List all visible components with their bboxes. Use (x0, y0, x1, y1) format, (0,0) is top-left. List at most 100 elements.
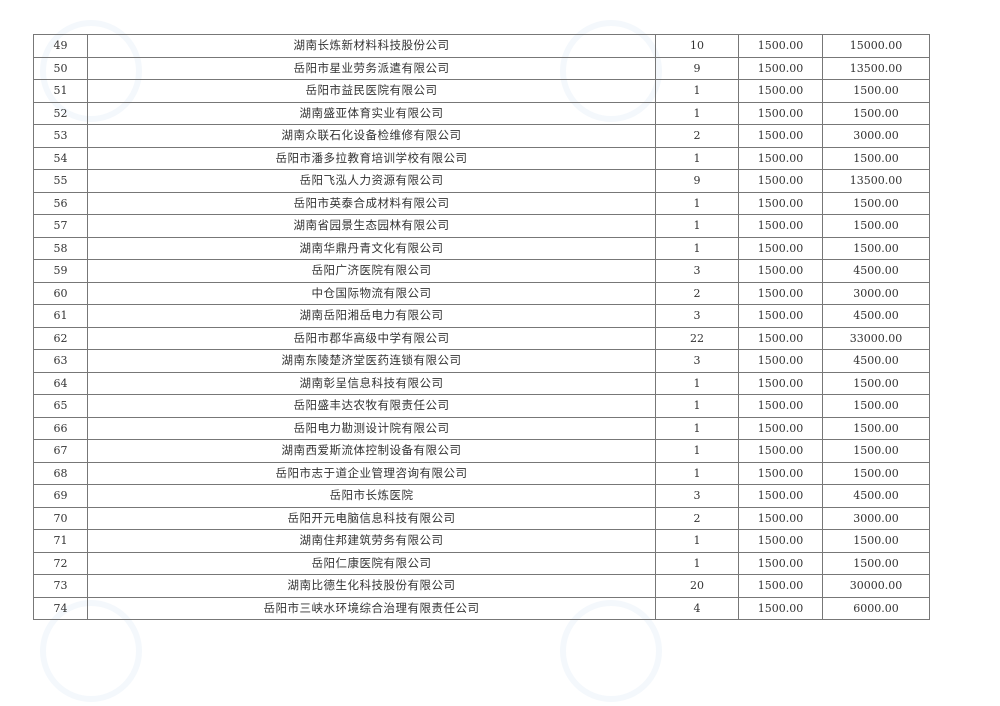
headcount-cell: 2 (655, 506, 739, 530)
headcount-cell: 1 (655, 461, 739, 485)
subsidy-total-cell: 1500.00 (822, 371, 930, 395)
company-name-cell: 湖南东陵楚济堂医药连锁有限公司 (87, 349, 656, 373)
row-number-cell: 66 (33, 416, 88, 440)
company-name-cell: 岳阳电力勘测设计院有限公司 (87, 416, 656, 440)
subsidy-total-cell: 1500.00 (822, 529, 930, 553)
table-row: 50 岳阳市星业劳务派遣有限公司 9 1500.00 13500.00 (33, 56, 930, 80)
subsidy-total-cell: 1500.00 (822, 191, 930, 215)
subsidy-total-cell: 3000.00 (822, 281, 930, 305)
headcount-cell: 1 (655, 551, 739, 575)
company-name-cell: 湖南华鼎丹青文化有限公司 (87, 236, 656, 260)
row-number-cell: 49 (33, 34, 88, 58)
subsidy-rate-cell: 1500.00 (738, 326, 823, 350)
subsidy-total-cell: 1500.00 (822, 394, 930, 418)
company-name-cell: 湖南比德生化科技股份有限公司 (87, 574, 656, 598)
subsidy-table: 49 湖南长炼新材料科技股份公司 10 1500.00 15000.00 50 岳阳市星业劳… (33, 34, 930, 620)
table-row: 51 岳阳市益民医院有限公司 1 1500.00 1500.00 (33, 79, 930, 103)
company-name-cell: 湖南长炼新材料科技股份公司 (87, 34, 656, 58)
company-name-cell: 岳阳开元电脑信息科技有限公司 (87, 506, 656, 530)
headcount-cell: 9 (655, 169, 739, 193)
row-number-cell: 69 (33, 484, 88, 508)
headcount-cell: 3 (655, 259, 739, 283)
company-name-cell: 湖南省园景生态园林有限公司 (87, 214, 656, 238)
subsidy-total-cell: 4500.00 (822, 349, 930, 373)
company-name-cell: 湖南盛亚体育实业有限公司 (87, 101, 656, 125)
subsidy-total-cell: 13500.00 (822, 169, 930, 193)
table-row: 60 中仓国际物流有限公司 2 1500.00 3000.00 (33, 281, 930, 305)
table-row: 64 湖南彰呈信息科技有限公司 1 1500.00 1500.00 (33, 371, 930, 395)
headcount-cell: 2 (655, 124, 739, 148)
table-row: 73 湖南比德生化科技股份有限公司 20 1500.00 30000.00 (33, 574, 930, 598)
company-name-cell: 湖南西爱斯流体控制设备有限公司 (87, 439, 656, 463)
headcount-cell: 9 (655, 56, 739, 80)
subsidy-rate-cell: 1500.00 (738, 461, 823, 485)
row-number-cell: 63 (33, 349, 88, 373)
table-row: 66 岳阳电力勘测设计院有限公司 1 1500.00 1500.00 (33, 416, 930, 440)
subsidy-rate-cell: 1500.00 (738, 371, 823, 395)
table-row: 56 岳阳市英泰合成材料有限公司 1 1500.00 1500.00 (33, 191, 930, 215)
table-row: 74 岳阳市三峡水环境综合治理有限责任公司 4 1500.00 6000.00 (33, 596, 930, 620)
table-body: 49 湖南长炼新材料科技股份公司 10 1500.00 15000.00 50 岳阳市星业劳… (33, 34, 930, 620)
subsidy-total-cell: 33000.00 (822, 326, 930, 350)
table-row: 57 湖南省园景生态园林有限公司 1 1500.00 1500.00 (33, 214, 930, 238)
table-row: 52 湖南盛亚体育实业有限公司 1 1500.00 1500.00 (33, 101, 930, 125)
subsidy-rate-cell: 1500.00 (738, 439, 823, 463)
subsidy-total-cell: 1500.00 (822, 236, 930, 260)
table-row: 69 岳阳市长炼医院 3 1500.00 4500.00 (33, 484, 930, 508)
table-row: 49 湖南长炼新材料科技股份公司 10 1500.00 15000.00 (33, 34, 930, 58)
headcount-cell: 1 (655, 236, 739, 260)
subsidy-rate-cell: 1500.00 (738, 169, 823, 193)
headcount-cell: 1 (655, 371, 739, 395)
subsidy-rate-cell: 1500.00 (738, 281, 823, 305)
company-name-cell: 岳阳市益民医院有限公司 (87, 79, 656, 103)
subsidy-total-cell: 1500.00 (822, 551, 930, 575)
subsidy-rate-cell: 1500.00 (738, 574, 823, 598)
company-name-cell: 岳阳市潘多拉教育培训学校有限公司 (87, 146, 656, 170)
subsidy-rate-cell: 1500.00 (738, 124, 823, 148)
headcount-cell: 2 (655, 281, 739, 305)
subsidy-rate-cell: 1500.00 (738, 596, 823, 620)
subsidy-rate-cell: 1500.00 (738, 259, 823, 283)
table-row: 58 湖南华鼎丹青文化有限公司 1 1500.00 1500.00 (33, 236, 930, 260)
row-number-cell: 70 (33, 506, 88, 530)
row-number-cell: 61 (33, 304, 88, 328)
subsidy-total-cell: 1500.00 (822, 416, 930, 440)
table-row: 68 岳阳市志于道企业管理咨询有限公司 1 1500.00 1500.00 (33, 461, 930, 485)
row-number-cell: 55 (33, 169, 88, 193)
headcount-cell: 3 (655, 304, 739, 328)
table-row: 70 岳阳开元电脑信息科技有限公司 2 1500.00 3000.00 (33, 506, 930, 530)
subsidy-rate-cell: 1500.00 (738, 551, 823, 575)
subsidy-total-cell: 1500.00 (822, 214, 930, 238)
subsidy-rate-cell: 1500.00 (738, 529, 823, 553)
company-name-cell: 岳阳飞泓人力资源有限公司 (87, 169, 656, 193)
company-name-cell: 湖南住邦建筑劳务有限公司 (87, 529, 656, 553)
row-number-cell: 64 (33, 371, 88, 395)
subsidy-total-cell: 30000.00 (822, 574, 930, 598)
subsidy-total-cell: 4500.00 (822, 484, 930, 508)
subsidy-total-cell: 4500.00 (822, 259, 930, 283)
table-row: 54 岳阳市潘多拉教育培训学校有限公司 1 1500.00 1500.00 (33, 146, 930, 170)
headcount-cell: 1 (655, 146, 739, 170)
company-name-cell: 岳阳市英泰合成材料有限公司 (87, 191, 656, 215)
subsidy-total-cell: 1500.00 (822, 439, 930, 463)
row-number-cell: 54 (33, 146, 88, 170)
subsidy-total-cell: 1500.00 (822, 146, 930, 170)
headcount-cell: 22 (655, 326, 739, 350)
table-row: 59 岳阳广济医院有限公司 3 1500.00 4500.00 (33, 259, 930, 283)
company-name-cell: 湖南彰呈信息科技有限公司 (87, 371, 656, 395)
table-row: 72 岳阳仁康医院有限公司 1 1500.00 1500.00 (33, 551, 930, 575)
company-name-cell: 岳阳广济医院有限公司 (87, 259, 656, 283)
subsidy-rate-cell: 1500.00 (738, 349, 823, 373)
subsidy-rate-cell: 1500.00 (738, 79, 823, 103)
row-number-cell: 73 (33, 574, 88, 598)
subsidy-rate-cell: 1500.00 (738, 101, 823, 125)
row-number-cell: 59 (33, 259, 88, 283)
row-number-cell: 62 (33, 326, 88, 350)
table-row: 67 湖南西爱斯流体控制设备有限公司 1 1500.00 1500.00 (33, 439, 930, 463)
company-name-cell: 湖南岳阳湘岳电力有限公司 (87, 304, 656, 328)
company-name-cell: 岳阳市郡华高级中学有限公司 (87, 326, 656, 350)
row-number-cell: 57 (33, 214, 88, 238)
row-number-cell: 50 (33, 56, 88, 80)
headcount-cell: 1 (655, 191, 739, 215)
subsidy-rate-cell: 1500.00 (738, 506, 823, 530)
